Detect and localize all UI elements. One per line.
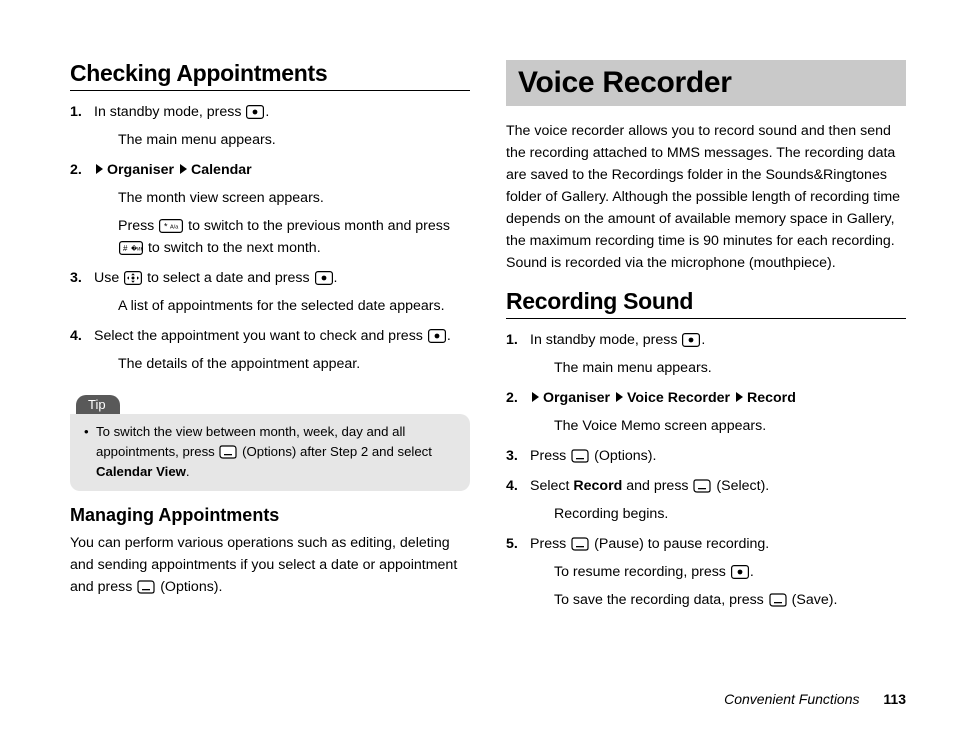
nav-arrow-icon [180,164,187,174]
rstep-5-line1: To resume recording, press . [554,561,906,583]
softkey-icon [769,593,787,607]
rstep-5: 5. Press (Pause) to pause recording. To … [506,533,906,611]
tip-box: To switch the view between month, week, … [70,414,470,491]
footer-page-number: 113 [883,691,906,707]
softkey-icon [693,479,711,493]
checking-appointments-steps: 1. In standby mode, press . The main men… [70,101,470,375]
step-1: 1. In standby mode, press . The main men… [70,101,470,151]
voice-recorder-intro: The voice recorder allows you to record … [506,120,906,274]
section-title-voice-recorder: Voice Recorder [506,60,906,106]
softkey-icon [571,537,589,551]
left-column: Checking Appointments 1. In standby mode… [70,60,470,619]
center-dot-key-icon [315,271,333,285]
center-dot-key-icon [731,565,749,579]
managing-appointments-para: You can perform various operations such … [70,532,470,598]
rstep-5-line2: To save the recording data, press (Save)… [554,589,906,611]
hash-key-icon [119,241,143,255]
heading-recording-sound: Recording Sound [506,288,906,319]
heading-checking-appointments: Checking Appointments [70,60,470,91]
rstep-4: 4. Select Record and press (Select). Rec… [506,475,906,525]
softkey-icon [571,449,589,463]
center-dot-key-icon [246,105,264,119]
page-footer: Convenient Functions 113 [724,691,906,707]
step-2: 2. Organiser Calendar The month view scr… [70,159,470,259]
recording-sound-steps: 1. In standby mode, press . The main men… [506,329,906,611]
rstep-1: 1. In standby mode, press . The main men… [506,329,906,379]
footer-section: Convenient Functions [724,691,859,707]
softkey-icon [219,445,237,459]
star-key-icon [159,219,183,233]
right-column: Voice Recorder The voice recorder allows… [506,60,906,619]
nav-arrow-icon [96,164,103,174]
center-dot-key-icon [428,329,446,343]
tip-label: Tip [76,395,120,414]
heading-managing-appointments: Managing Appointments [70,505,470,526]
step-2-extra: Press to switch to the previous month an… [118,215,470,259]
nav-arrow-icon [532,392,539,402]
step-3: 3. Use to select a date and press . A li… [70,267,470,317]
step-4: 4. Select the appointment you want to ch… [70,325,470,375]
softkey-icon [137,580,155,594]
rstep-2: 2. Organiser Voice Recorder Record The V… [506,387,906,437]
nav-arrow-icon [616,392,623,402]
nav-arrow-icon [736,392,743,402]
center-dot-key-icon [682,333,700,347]
rstep-3: 3. Press (Options). [506,445,906,467]
dpad-key-icon [124,271,142,285]
